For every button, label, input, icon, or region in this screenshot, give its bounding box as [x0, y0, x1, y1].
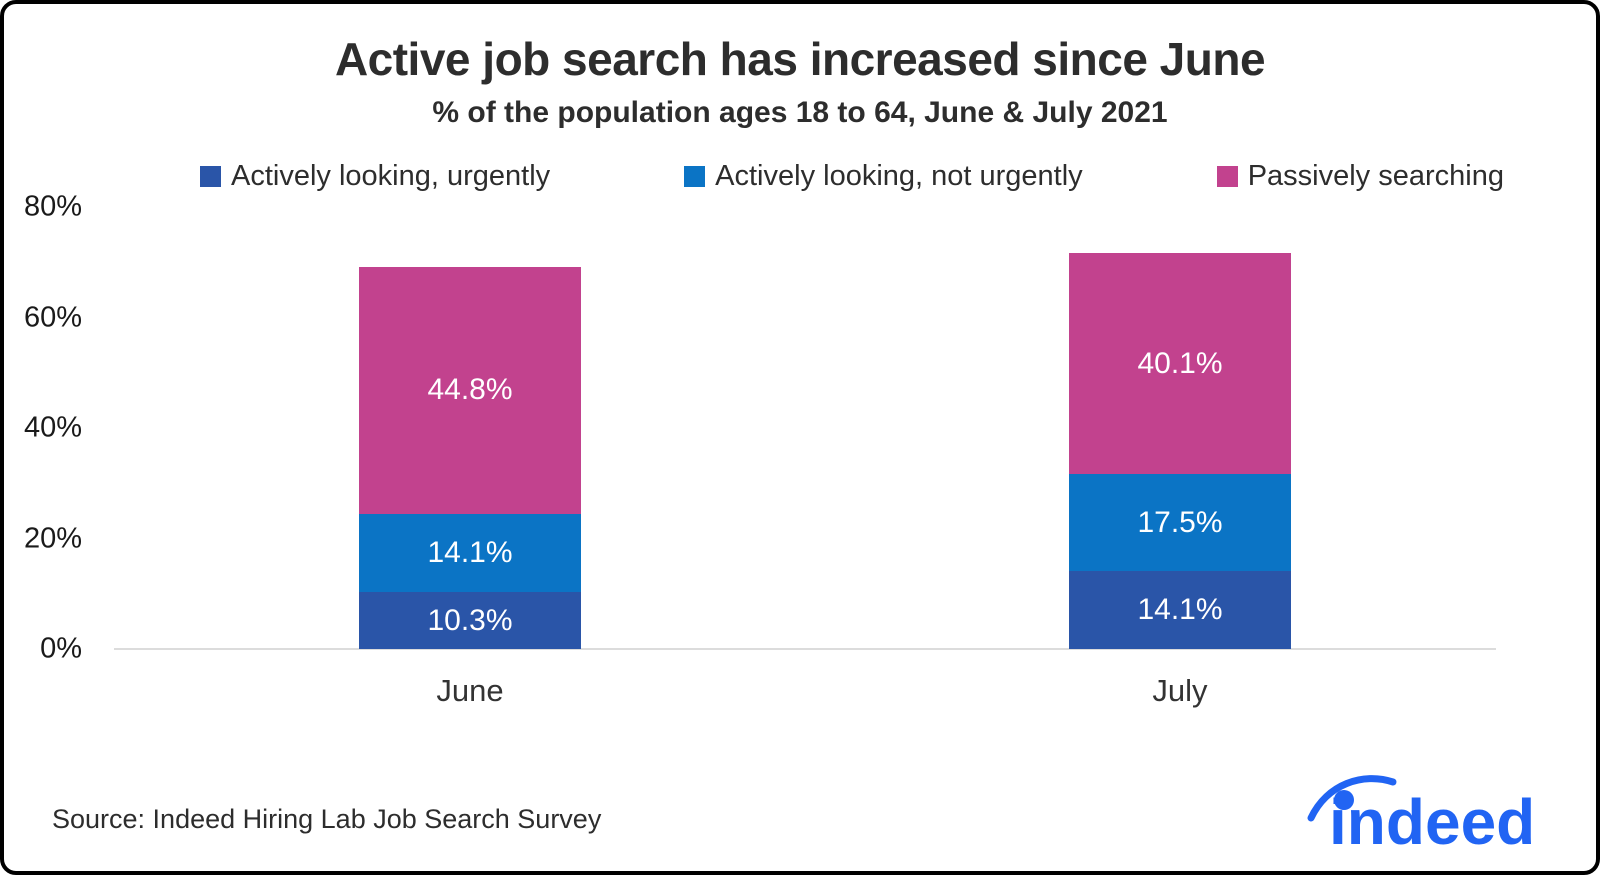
segment-value-label: 44.8%: [427, 373, 513, 407]
y-axis-tick: 60%: [23, 301, 82, 333]
legend: Actively looking, urgently Actively looki…: [200, 160, 1504, 193]
x-axis-labels: June July: [114, 649, 1496, 708]
logo-i-dot-icon: [1334, 790, 1354, 810]
legend-label: Actively looking, urgently: [231, 160, 551, 192]
legend-label: Passively searching: [1247, 160, 1504, 192]
legend-item: Passively searching: [1216, 160, 1504, 193]
segment-value-label: 10.3%: [427, 603, 513, 637]
y-axis-tick: 0%: [40, 632, 82, 665]
legend-label: Actively looking, not urgently: [715, 160, 1083, 192]
source-text: Source: Indeed Hiring Lab Job Search Sur…: [52, 804, 602, 834]
chart-subtitle: % of the population ages 18 to 64, June …: [432, 96, 1168, 129]
bar-july: 14.1% 17.5% 40.1%: [1069, 252, 1291, 649]
legend-item: Actively looking, urgently: [200, 160, 550, 193]
y-axis-tick: 20%: [23, 522, 82, 554]
plot-row: 0% 20% 40% 60% 80% 10.3% 14.1% 44.8% 14.1% 17.5%…: [24, 191, 1496, 665]
segment-value-label: 14.1%: [427, 536, 513, 570]
x-axis-label: June: [436, 673, 504, 708]
legend-item: Actively looking, not urgently: [684, 160, 1083, 193]
legend-swatch-icon: [200, 166, 221, 187]
logo-text: indeed: [1329, 786, 1535, 852]
bar-segment: 14.1%: [1069, 571, 1291, 649]
x-axis-label: July: [1152, 673, 1208, 708]
segment-value-label: 14.1%: [1137, 593, 1223, 627]
bar-segment: 10.3%: [359, 592, 581, 649]
legend-swatch-icon: [1216, 166, 1238, 187]
segment-value-label: 17.5%: [1137, 505, 1223, 539]
segment-value-label: 40.1%: [1137, 346, 1223, 380]
plot-area: 10.3% 14.1% 44.8% 14.1% 17.5% 40.1%: [114, 207, 1496, 650]
x-axis-baseline: [114, 648, 1496, 650]
y-axis: 0% 20% 40% 60% 80%: [4, 191, 82, 665]
legend-swatch-icon: [684, 166, 706, 187]
bar-segment: 17.5%: [1069, 474, 1291, 572]
bar-segment: 14.1%: [359, 514, 581, 593]
indeed-logo-graphic: indeed: [1307, 775, 1535, 858]
bar-june: 10.3% 14.1% 44.8%: [359, 266, 581, 649]
logo-arc-icon: [1307, 775, 1397, 822]
footer: Source: Indeed Hiring Lab Job Search Sur…: [4, 761, 1596, 871]
chart-title: Active job search has increased since Ju…: [334, 33, 1266, 85]
indeed-logo: indeed: [1303, 762, 1538, 858]
y-axis-tick: 40%: [23, 411, 82, 444]
bar-segment: 40.1%: [1069, 252, 1291, 475]
y-axis-tick: 80%: [23, 190, 82, 223]
bar-segment: 44.8%: [359, 266, 581, 515]
